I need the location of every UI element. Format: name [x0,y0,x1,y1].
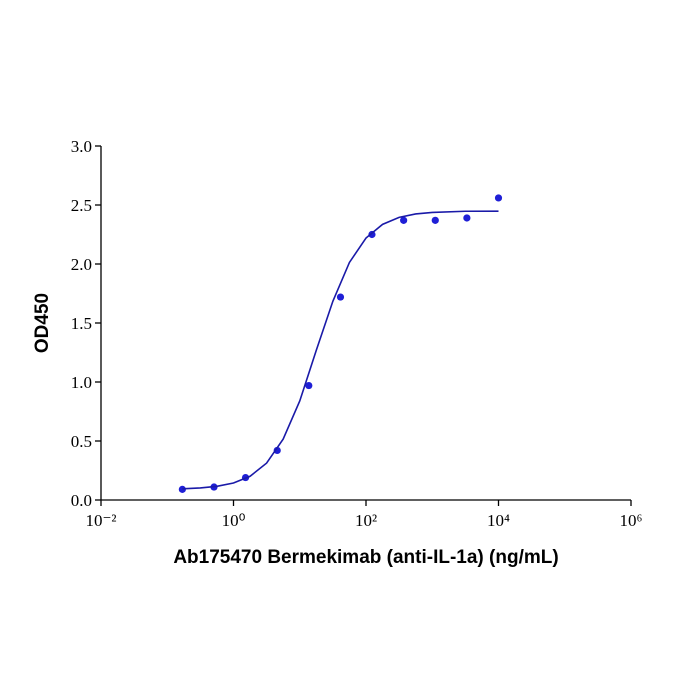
y-tick-label: 1.0 [71,373,92,392]
data-point [400,216,408,224]
y-tick-label: 0.5 [71,432,92,451]
data-point [368,230,376,239]
y-tick-label: 3.0 [71,137,92,156]
x-tick-label: 10⁴ [487,511,510,530]
data-point [463,214,471,222]
y-tick-label: 0.0 [71,491,92,510]
x-tick-label: 10⁰ [222,511,246,530]
x-tick-label: 10⁻² [85,511,116,530]
y-tick-label: 1.5 [71,314,92,333]
data-point [494,194,503,202]
y-tick-label: 2.5 [71,196,92,215]
data-point [305,381,313,390]
data-point [431,216,439,224]
fit-curve [182,210,499,490]
x-tick-label: 10⁶ [620,511,643,530]
data-point [273,446,281,455]
data-point [178,485,186,493]
y-axis-title: OD450 [32,293,53,353]
y-tick-label: 2.0 [71,255,92,274]
x-tick-label: 10² [355,511,377,530]
data-point [336,293,345,301]
x-axis-title: Ab175470 Bermekimab (anti-IL-1a) (ng/mL) [173,547,558,568]
